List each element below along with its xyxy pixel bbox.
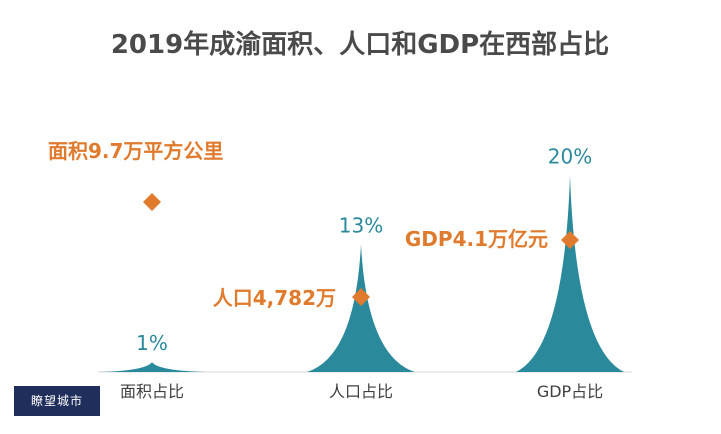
annotation-3: GDP4.1万亿元	[405, 227, 548, 251]
logo: 瞭望城市	[14, 386, 100, 416]
value-label-3: 20%	[548, 145, 592, 169]
category-label-3: GDP占比	[537, 382, 603, 401]
chart-title: 2019年成渝面积、人口和GDP在西部占比	[111, 29, 609, 60]
marker-2	[352, 288, 370, 306]
value-label-1: 1%	[136, 331, 168, 355]
marker-1	[143, 193, 161, 211]
bar-2	[307, 244, 415, 372]
category-label-2: 人口占比	[329, 382, 393, 401]
annotation-1: 面积9.7万平方公里	[48, 139, 223, 163]
category-label-1: 面积占比	[120, 382, 184, 401]
value-label-2: 13%	[339, 213, 383, 237]
marker-3	[561, 231, 579, 249]
bar-3	[516, 175, 624, 372]
bar-1	[98, 362, 206, 372]
annotation-2: 人口4,782万	[213, 286, 336, 310]
